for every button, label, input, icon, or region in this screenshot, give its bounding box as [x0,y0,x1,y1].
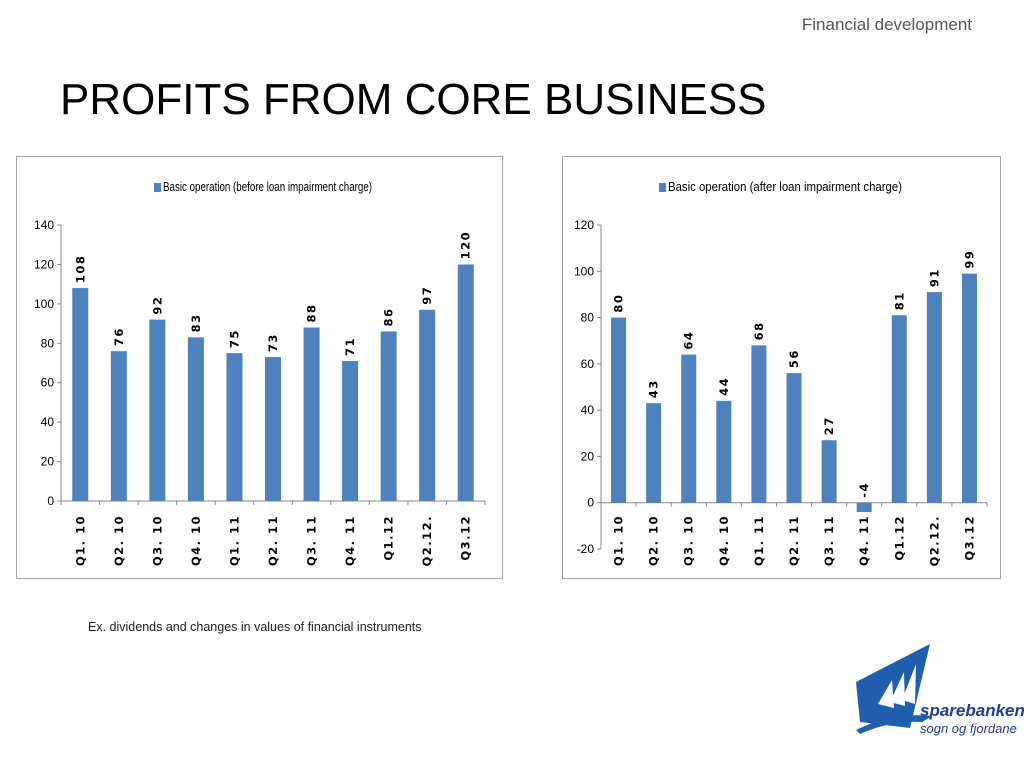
chart-right-y-tick-label: -20 [577,542,595,556]
chart-right-data-label: 81 [892,291,906,310]
chart-left-category-label: Q3. 11 [305,515,319,566]
chart-right-category-label: Q1.12 [892,515,906,561]
chart-left-data-label: 73 [266,333,280,352]
chart-left-y-tick-label: 60 [41,376,55,390]
chart-right-data-label: -4 [857,482,871,498]
chart-right-y-tick-label: 120 [574,218,594,232]
sparebanken-logo-icon [856,644,932,734]
chart-right-category-label: Q4. 10 [717,515,731,566]
footnote: Ex. dividends and changes in values of f… [88,620,422,634]
chart-left-data-label: 75 [227,329,241,348]
chart-left-data-label: 97 [420,286,434,305]
chart-right-bar [891,315,907,503]
chart-left-category-label: Q2. 10 [112,515,126,566]
chart-left-bar [303,327,320,501]
chart-right-data-label: 64 [682,331,696,350]
logo-text-sogn-og-fjordane: sogn og fjordane [920,721,1017,736]
chart-left-data-label: 71 [343,337,357,356]
chart-right-bar [961,273,977,503]
chart-right-data-label: 80 [612,294,626,313]
chart-after-impairment-svg: Basic operation (after loan impairment c… [574,180,988,567]
chart-right-category-label: Q1. 11 [752,515,766,566]
chart-right-data-label: 27 [822,416,836,435]
chart-right-category-label: Q3. 10 [682,515,696,566]
chart-left-data-label: 88 [305,303,319,322]
chart-left-data-label: 76 [112,327,126,346]
page-title: PROFITS FROM CORE BUSINESS [60,75,767,124]
header-note: Financial development [801,15,972,34]
chart-left-legend-swatch [154,183,161,192]
chart-right-y-tick-label: 0 [587,496,594,510]
chart-right-bar [786,373,802,503]
chart-right-bar [751,345,767,503]
chart-left-category-label: Q1.12 [382,515,396,561]
chart-right-bar [611,317,627,503]
chart-right-category-label: Q2.12. [927,515,941,567]
chart-after-impairment: Basic operation (after loan impairment c… [562,156,1001,579]
chart-right-legend-swatch [659,183,666,192]
chart-right-y-tick-label: 40 [581,403,595,417]
chart-right-y-tick-label: 100 [574,264,594,278]
chart-left-category-label: Q1. 11 [227,515,241,566]
chart-left-bar [342,361,359,501]
chart-left-data-label: 83 [189,313,203,332]
sparebanken-logo: sparebanken sogn og fjordane [852,642,1024,752]
chart-right-bar [716,400,732,503]
chart-left-category-label: Q3.12 [459,515,473,561]
chart-left-bar [226,353,243,501]
chart-right-bar [856,502,872,512]
chart-right-y-tick-label: 80 [581,311,595,325]
chart-right-data-label: 91 [927,268,941,287]
chart-right-category-label: Q3.12 [962,515,976,561]
chart-left-bar [187,337,204,501]
chart-right-category-label: Q3. 11 [822,515,836,566]
chart-right-bar [646,403,662,503]
chart-right-bar [926,292,942,503]
chart-right-legend-label: Basic operation (after loan impairment c… [668,180,902,194]
chart-right-category-label: Q2. 10 [647,515,661,566]
chart-left-bar [110,351,127,501]
chart-right-data-label: 68 [752,321,766,340]
chart-left-bar [380,331,397,501]
logo-text-sparebanken: sparebanken [920,701,1024,720]
chart-before-impairment-svg: Basic operation (before loan impairment … [34,180,486,567]
chart-left-category-label: Q3. 10 [150,515,164,566]
chart-left-category-label: Q1. 10 [73,515,87,566]
chart-left-y-tick-label: 20 [41,455,55,469]
chart-right-category-label: Q4. 11 [857,515,871,566]
chart-right-bar [681,354,697,503]
chart-right-category-label: Q1. 10 [612,515,626,566]
chart-left-bar [265,357,281,501]
chart-left-legend-label: Basic operation (before loan impairment … [163,180,372,194]
chart-left-data-label: 92 [150,296,164,315]
chart-left-bar [457,264,474,501]
chart-right-data-label: 99 [962,250,976,269]
chart-left-y-tick-label: 120 [34,257,54,271]
chart-left-bar [419,309,436,501]
chart-left-y-tick-label: 0 [47,494,54,508]
chart-right-category-label: Q2. 11 [787,515,801,566]
chart-left-data-label: 108 [73,255,87,284]
chart-left-data-label: 120 [459,231,473,260]
chart-left-category-label: Q4. 10 [189,515,203,566]
chart-left-bar [72,288,89,501]
chart-left-category-label: Q2.12. [420,515,434,567]
chart-left-bar [149,319,166,501]
chart-left-y-tick-label: 80 [41,336,55,350]
chart-left-y-tick-label: 40 [41,415,55,429]
chart-right-y-tick-label: 20 [581,449,595,463]
chart-right-bar [821,440,837,503]
chart-right-y-tick-label: 60 [581,357,595,371]
chart-right-data-label: 43 [647,379,661,398]
chart-right-data-label: 56 [787,349,801,368]
chart-left-y-tick-label: 140 [34,218,54,232]
chart-before-impairment: Basic operation (before loan impairment … [16,156,503,579]
chart-right-data-label: 44 [717,377,731,396]
chart-left-data-label: 86 [382,307,396,326]
chart-left-y-tick-label: 100 [34,297,54,311]
chart-left-category-label: Q4. 11 [343,515,357,566]
chart-left-category-label: Q2. 11 [266,515,280,566]
